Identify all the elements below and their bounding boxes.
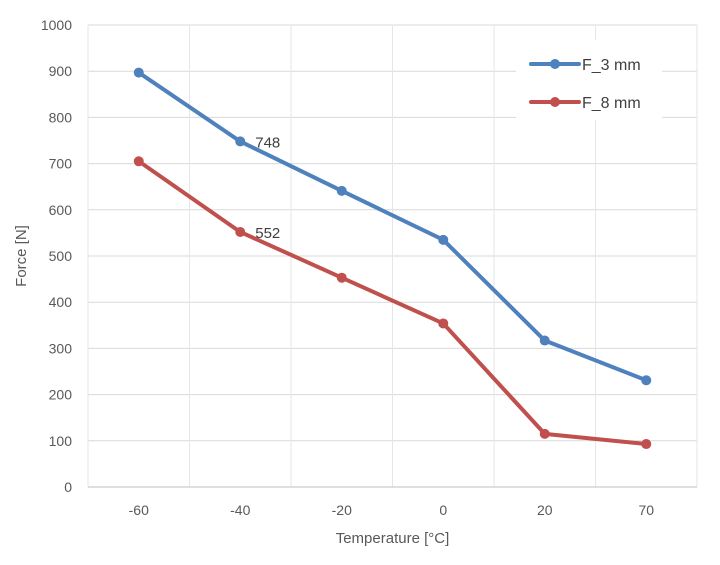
- legend-item: F_3 mm: [529, 57, 641, 74]
- y-axis-ticks: 0 100 200 300 400 500 600 700 800 900 1000: [41, 17, 72, 495]
- data-point: [235, 136, 246, 147]
- y-tick-label: 100: [49, 433, 73, 449]
- y-tick-label: 1000: [41, 17, 72, 33]
- data-point: [336, 272, 347, 283]
- y-tick-label: 600: [49, 202, 73, 218]
- data-point: [336, 185, 347, 196]
- x-tick-label: 20: [537, 502, 553, 518]
- legend-background: [516, 40, 662, 120]
- x-axis-ticks: -60 -40 -20 0 20 70: [129, 502, 655, 518]
- series-line: [136, 70, 649, 383]
- y-tick-label: 900: [49, 63, 73, 79]
- data-point: [641, 375, 652, 386]
- y-tick-label: 700: [49, 156, 73, 172]
- x-tick-label: -40: [230, 502, 250, 518]
- annotations: 748 552: [255, 134, 280, 242]
- y-tick-label: 200: [49, 387, 73, 403]
- data-point: [539, 335, 550, 346]
- x-tick-label: -60: [129, 502, 149, 518]
- data-point: [641, 439, 652, 450]
- legend-label: F_3 mm: [582, 57, 641, 74]
- data-point: [235, 226, 246, 237]
- y-axis-title: Force [N]: [13, 225, 30, 287]
- data-point: [133, 156, 144, 167]
- x-axis-title: Temperature [°C]: [336, 530, 450, 547]
- series-2: [133, 156, 652, 450]
- legend-swatch-marker: [550, 59, 560, 69]
- y-tick-label: 400: [49, 294, 73, 310]
- y-tick-label: 500: [49, 248, 73, 264]
- y-tick-label: 300: [49, 340, 73, 356]
- y-tick-label: 800: [49, 109, 73, 125]
- legend-label: F_8 mm: [582, 95, 641, 112]
- data-point: [539, 428, 550, 439]
- x-tick-label: 0: [439, 502, 447, 518]
- data-point: [438, 234, 449, 245]
- legend: F_3 mm F_8 mm: [516, 40, 662, 120]
- series-line: [136, 159, 649, 447]
- data-label: 552: [255, 225, 280, 242]
- data-point: [133, 67, 144, 78]
- legend-swatch-marker: [550, 97, 560, 107]
- x-tick-label: 70: [638, 502, 654, 518]
- x-tick-label: -20: [332, 502, 352, 518]
- data-point: [438, 318, 449, 329]
- y-tick-label: 0: [64, 479, 72, 495]
- data-label: 748: [255, 134, 280, 151]
- series-layer: [133, 67, 652, 450]
- legend-item: F_8 mm: [529, 95, 641, 112]
- series-1: [133, 67, 652, 386]
